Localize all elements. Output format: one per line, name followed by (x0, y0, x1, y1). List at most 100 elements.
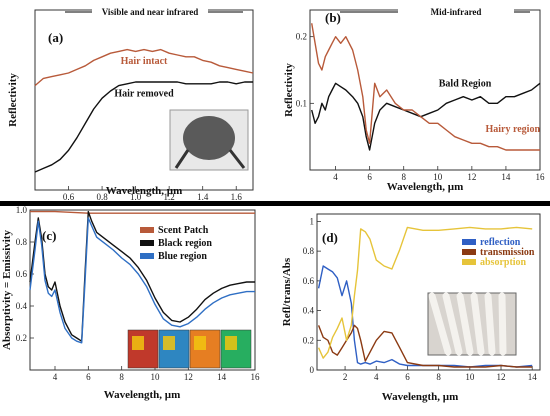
legend-swatch (140, 253, 154, 259)
legend-swatch (462, 239, 476, 245)
x-tick-label: 12 (184, 372, 193, 382)
inset-sample-patch (163, 336, 175, 350)
legend-swatch (140, 240, 154, 246)
x-tick-label: 0.6 (63, 192, 75, 202)
series-annotation: Bald Region (439, 79, 492, 90)
y-tick-label: 0.4 (16, 301, 28, 311)
x-tick-label: 16 (536, 172, 546, 182)
y-tick-label: 0.6 (303, 276, 315, 286)
inset-photo (127, 329, 252, 369)
chart-panel-c: 4 6 8 10 12 14 16 0.2 0.4 0.6 0.8 1.0 Scent Patch Bla… (1, 205, 260, 401)
y-tick-label: 0.4 (303, 306, 315, 316)
series-line-bald (311, 82, 541, 151)
y-axis-label: Absorptivity = Emissivity (1, 230, 13, 350)
legend-label: transmission (480, 247, 535, 258)
x-tick-label: 6 (86, 372, 91, 382)
x-tick-label: 16 (251, 372, 261, 382)
x-tick-label: 6 (367, 172, 372, 182)
series-line-hair_removed (34, 81, 253, 173)
plot-frame (316, 213, 541, 371)
plot-frame (309, 9, 541, 171)
series-line-absorption (317, 226, 533, 359)
y-tick-label: 1.0 (16, 205, 28, 215)
y-tick-label: 0.1 (296, 98, 307, 108)
panel-label: (b) (325, 10, 341, 25)
y-tick-label: 0.8 (16, 237, 28, 247)
x-tick-label: 8 (401, 172, 406, 182)
y-tick-label: 1 (310, 216, 315, 226)
y-tick-label: 0 (310, 365, 315, 375)
x-tick-label: 8 (436, 372, 441, 382)
inset-fiber (484, 292, 496, 356)
x-tick-label: 10 (433, 172, 443, 182)
x-axis-label: Wavelength, µm (104, 389, 181, 401)
chart-panel-d: 2 4 6 8 10 12 14 0 0.2 0.4 0.6 0.8 1 reflectiontransm… (281, 213, 541, 403)
y-tick-label: 0.2 (296, 32, 307, 42)
legend-swatch (462, 249, 476, 255)
series-line-hair_intact (34, 48, 254, 87)
legend-label: Blue region (158, 251, 207, 262)
inset-antenna (228, 149, 246, 169)
x-tick-label: 14 (528, 372, 538, 382)
legend-label: Scent Patch (158, 225, 209, 236)
chart-panel-a: 0.6 0.8 1.0 1.2 1.4 1.6 Hair intact Hair remove… (7, 3, 254, 202)
x-axis-label: Wavelength, µm (106, 185, 183, 197)
panel-header: Mid-infrared (431, 7, 482, 17)
x-tick-label: 4 (53, 372, 58, 382)
inset-sample-patch (132, 336, 144, 350)
x-axis-label: Wavelength, µm (387, 181, 464, 193)
header-bg (398, 3, 514, 17)
panel-divider (0, 201, 550, 206)
y-axis-label: Reflectivity (283, 63, 295, 117)
x-tick-label: 1.2 (164, 192, 175, 202)
x-tick-label: 10 (465, 372, 475, 382)
y-tick-label: 0.8 (303, 246, 315, 256)
series-line-scent (30, 210, 255, 214)
inset-sample-patch (225, 336, 237, 350)
y-tick-label: 0.2 (303, 335, 314, 345)
legend-label: Black region (158, 238, 212, 249)
x-tick-label: 1.0 (130, 192, 142, 202)
chart-panel-b: 4 6 8 10 12 14 16 0.1 0.2 Bald Region Hairy region… (283, 3, 545, 193)
inset-fiber (498, 292, 507, 356)
inset-sample-patch (194, 336, 206, 350)
inset-insect-head (183, 116, 235, 160)
x-tick-label: 8 (119, 372, 124, 382)
inset-photo (169, 109, 249, 171)
inset-fiber (442, 292, 463, 356)
series-annotation: Hair intact (121, 56, 168, 67)
panel-label: (d) (322, 230, 338, 245)
panel-header: Visible and near infrared (102, 7, 199, 17)
series-annotation: Hair removed (114, 88, 174, 99)
x-tick-label: 1.4 (197, 192, 209, 202)
panel-label: (c) (42, 228, 56, 243)
x-tick-label: 0.8 (96, 192, 108, 202)
x-tick-label: 6 (405, 372, 410, 382)
legend-label: absorption (480, 257, 527, 268)
y-axis-label: Reflectivity (7, 73, 19, 127)
legend-swatch (140, 227, 154, 233)
series-line-black (29, 210, 255, 342)
series-line-transmission (317, 324, 533, 368)
x-tick-label: 4 (374, 372, 379, 382)
panel-label: (a) (48, 30, 63, 45)
x-tick-label: 2 (343, 372, 348, 382)
x-tick-label: 1.6 (231, 192, 243, 202)
inset-fiber (470, 292, 485, 356)
inset-antenna (174, 149, 190, 169)
x-tick-label: 12 (467, 172, 476, 182)
y-tick-label: 0.6 (16, 269, 28, 279)
x-tick-label: 12 (497, 372, 506, 382)
series-line-hairy (311, 23, 540, 151)
x-tick-label: 10 (151, 372, 161, 382)
header-bg (92, 3, 208, 17)
legend-label: reflection (480, 237, 521, 248)
y-tick-label: 0.2 (16, 333, 27, 343)
legend-swatch (462, 259, 476, 265)
series-line-blue (29, 217, 255, 344)
inset-fiber (428, 292, 452, 356)
x-tick-label: 4 (333, 172, 338, 182)
series-annotation: Hairy region (485, 124, 540, 135)
